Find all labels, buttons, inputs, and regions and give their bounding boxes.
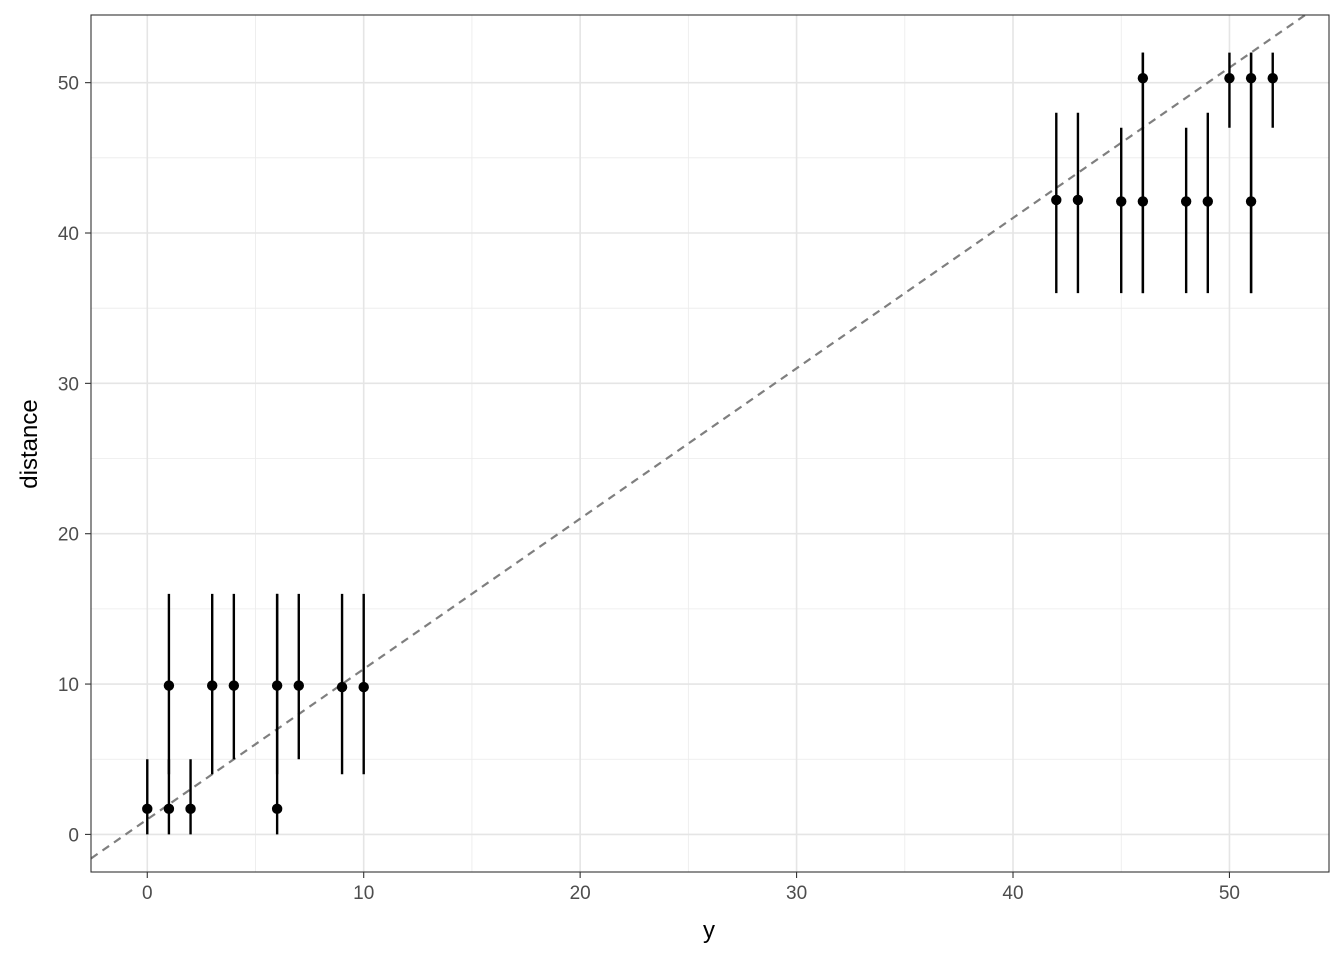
data-point [1051, 194, 1062, 206]
data-point [163, 803, 175, 815]
data-point [185, 803, 196, 815]
data-point [1072, 194, 1084, 206]
data-points [142, 72, 1278, 815]
x-tick-label: 30 [786, 883, 807, 904]
data-point [1202, 196, 1213, 207]
y-axis-title: distance [16, 399, 43, 488]
data-point [228, 680, 240, 691]
x-tick-label: 10 [353, 883, 374, 904]
data-point [336, 681, 348, 693]
data-point [1137, 196, 1149, 207]
y-axis-ticks: 0 10 20 30 40 50 [58, 74, 91, 846]
data-point [293, 680, 304, 691]
reference-line [90, 14, 1306, 860]
y-tick-label: 20 [58, 525, 79, 546]
panel-border [90, 14, 1330, 873]
y-tick-label: 30 [58, 374, 79, 395]
y-tick-label: 0 [68, 825, 79, 846]
y-tick-label: 40 [58, 224, 79, 245]
data-point [1224, 72, 1235, 84]
y-tick-label: 10 [58, 675, 79, 696]
data-point [1116, 196, 1127, 207]
x-tick-label: 40 [1002, 883, 1023, 904]
data-point [142, 803, 153, 815]
data-point [163, 680, 175, 691]
y-tick-label: 50 [58, 74, 79, 95]
x-tick-label: 50 [1219, 883, 1240, 904]
data-point [1245, 196, 1257, 207]
data-point [271, 803, 283, 815]
data-point [271, 680, 283, 691]
x-tick-label: 20 [570, 883, 591, 904]
data-point [1180, 196, 1192, 207]
x-tick-label: 0 [142, 883, 153, 904]
x-axis-ticks: 0 10 20 30 40 50 [142, 872, 1240, 904]
data-point [207, 680, 218, 691]
data-point [358, 681, 369, 693]
reference-line-layer [90, 14, 1306, 860]
data-point [1245, 72, 1257, 84]
x-axis-title: y [703, 917, 715, 944]
data-point [1267, 72, 1278, 84]
data-point [1137, 72, 1149, 84]
minor-gridlines [91, 15, 1329, 872]
